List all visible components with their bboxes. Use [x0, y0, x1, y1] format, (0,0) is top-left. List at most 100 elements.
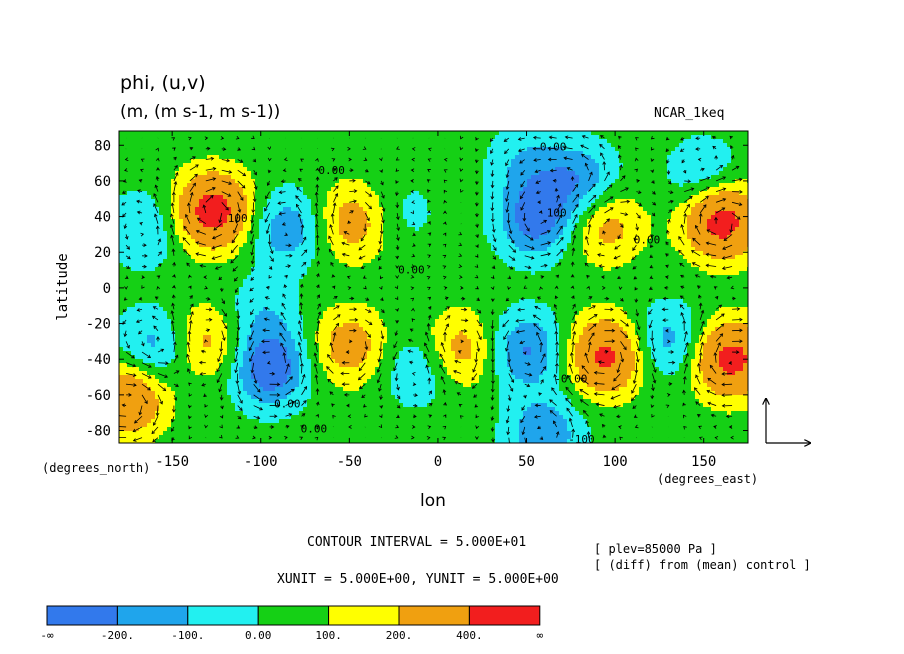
field-cell	[611, 187, 616, 192]
field-cell	[599, 175, 604, 180]
field-cell	[623, 211, 628, 216]
field-cell	[655, 147, 660, 152]
field-cell	[299, 207, 304, 212]
field-cell	[243, 151, 248, 156]
field-cell	[335, 211, 340, 216]
field-cell	[323, 159, 328, 164]
field-cell	[163, 235, 168, 240]
field-cell	[379, 151, 384, 156]
field-cell	[603, 163, 608, 168]
field-cell	[583, 207, 588, 212]
field-cell	[647, 235, 652, 240]
field-cell	[199, 139, 204, 144]
field-cell	[343, 155, 348, 160]
field-cell	[207, 139, 212, 144]
field-cell	[335, 163, 340, 168]
field-cell	[659, 199, 664, 204]
field-cell	[539, 231, 544, 236]
field-cell	[303, 135, 308, 140]
field-cell	[255, 187, 260, 192]
field-cell	[131, 143, 136, 148]
field-cell	[499, 191, 504, 196]
field-cell	[379, 251, 384, 256]
field-cell	[215, 227, 220, 232]
field-cell	[223, 227, 228, 232]
field-cell	[483, 203, 488, 208]
field-cell	[731, 139, 736, 144]
field-cell	[159, 175, 164, 180]
field-cell	[263, 187, 268, 192]
field-cell	[563, 167, 568, 172]
field-cell	[499, 219, 504, 224]
field-cell	[743, 203, 748, 208]
field-cell	[319, 167, 324, 172]
field-cell	[151, 191, 156, 196]
field-cell	[279, 143, 284, 148]
field-cell	[203, 187, 208, 192]
field-cell	[343, 203, 348, 208]
field-cell	[647, 175, 652, 180]
field-cell	[499, 203, 504, 208]
field-cell	[235, 171, 240, 176]
field-cell	[627, 231, 632, 236]
field-cell	[639, 199, 644, 204]
field-cell	[147, 207, 152, 212]
field-cell	[391, 235, 396, 240]
field-cell	[127, 171, 132, 176]
field-cell	[699, 219, 704, 224]
field-cell	[279, 211, 284, 216]
field-cell	[495, 187, 500, 192]
field-cell	[327, 155, 332, 160]
field-cell	[683, 219, 688, 224]
field-cell	[595, 151, 600, 156]
field-cell	[343, 223, 348, 228]
field-cell	[727, 243, 732, 248]
field-cell	[399, 175, 404, 180]
field-cell	[711, 191, 716, 196]
field-cell	[703, 227, 708, 232]
field-cell	[719, 147, 724, 152]
field-cell	[223, 175, 228, 180]
field-cell	[211, 203, 216, 208]
field-cell	[215, 151, 220, 156]
field-cell	[619, 151, 624, 156]
field-cell	[535, 143, 540, 148]
field-cell	[331, 175, 336, 180]
field-cell	[359, 167, 364, 172]
field-cell	[435, 243, 440, 248]
field-cell	[275, 203, 280, 208]
field-cell	[247, 143, 252, 148]
field-cell	[183, 131, 188, 136]
field-cell	[623, 191, 628, 196]
field-cell	[463, 255, 468, 260]
field-cell	[227, 207, 232, 212]
field-cell	[303, 215, 308, 220]
field-cell	[411, 151, 416, 156]
field-cell	[263, 143, 268, 148]
field-cell	[683, 195, 688, 200]
field-cell	[191, 179, 196, 184]
field-cell	[243, 243, 248, 248]
field-cell	[567, 207, 572, 212]
field-cell	[387, 155, 392, 160]
field-cell	[615, 203, 620, 208]
field-cell	[303, 231, 308, 236]
field-cell	[695, 187, 700, 192]
field-cell	[235, 231, 240, 236]
field-cell	[475, 207, 480, 212]
field-cell	[247, 139, 252, 144]
field-cell	[571, 151, 576, 156]
field-cell	[443, 143, 448, 148]
field-cell	[503, 183, 508, 188]
field-cell	[427, 175, 432, 180]
field-cell	[291, 235, 296, 240]
field-cell	[195, 143, 200, 148]
field-cell	[231, 251, 236, 256]
field-cell	[395, 167, 400, 172]
field-cell	[327, 243, 332, 248]
field-cell	[723, 163, 728, 168]
field-cell	[359, 219, 364, 224]
field-cell	[367, 219, 372, 224]
field-cell	[275, 175, 280, 180]
field-cell	[703, 175, 708, 180]
